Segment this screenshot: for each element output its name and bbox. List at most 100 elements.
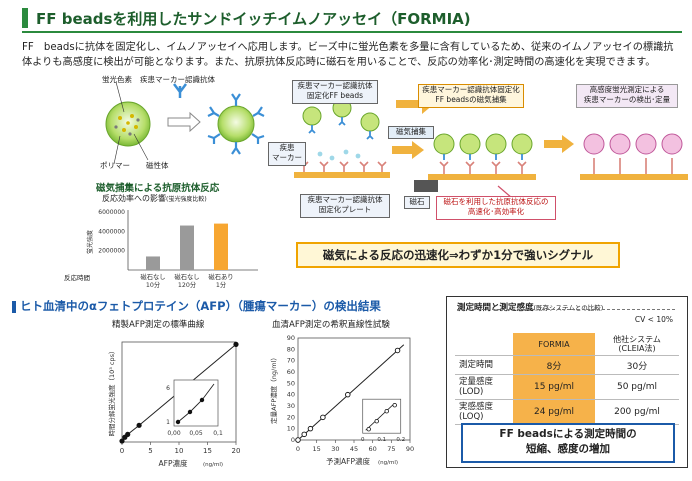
fluor-label: 蛍光色素	[102, 75, 132, 84]
row-header: 測定時間	[455, 355, 513, 375]
y-axis-label: 時間分解蛍光強度（10³ cps）	[107, 347, 116, 436]
bar-chart-subtitle: 反応効率への影響(蛍光強度比較)	[102, 193, 207, 204]
inset-x-tick-label: 0,05	[189, 430, 203, 437]
y-tick-label: 10	[287, 425, 295, 433]
fixed-beads-box: 疾患マーカー認識抗体 固定化FF beads	[292, 80, 378, 104]
x-tick-label: 0	[296, 445, 300, 453]
summary-table: FORMIA 他社システム (CLEIA法) 測定時間 8分 30分 定量感度 (L…	[455, 333, 679, 425]
row-header-line1: 定量感度	[459, 377, 494, 387]
y-tick-label: 70	[287, 357, 295, 365]
magnetic-label: 磁性体	[146, 161, 169, 170]
summary-title-text: 測定時間と測定感度	[457, 303, 534, 313]
x-axis-unit: (ng/ml)	[203, 462, 223, 468]
magnetic-collection-box: 疾患マーカー認識抗体固定化 FF beadsの磁気捕集	[418, 84, 524, 108]
bar-section-title: 磁気捕集による抗原抗体反応	[96, 183, 220, 194]
y-tick-label: 20	[287, 413, 295, 421]
y-tick-label: 40	[287, 391, 295, 399]
plate-box: 疾患マーカー認識抗体 固定化プレート	[300, 194, 390, 218]
x-axis-label: AFP濃度	[159, 458, 188, 468]
inset-line	[365, 402, 395, 431]
y-tick-label: 0	[291, 436, 295, 444]
data-point	[307, 425, 314, 432]
row-header-line1: 測定時間	[459, 360, 494, 370]
arrow-right-icon	[167, 111, 201, 133]
dilution-chart: 0 15 30 45 60 75 90 0 10 20 30 40 50 60 70 80 90 0 0.1 0.2 定…	[269, 334, 414, 466]
data-point	[295, 437, 301, 443]
row-header-line2: (LOD)	[459, 387, 484, 397]
bead-diagram	[105, 81, 265, 165]
inset-x-tick-label: 0.1	[377, 437, 386, 443]
detection-box: 高感度蛍光測定による 疾患マーカーの検出･定量	[576, 84, 678, 108]
inset-y-tick-label: 6	[166, 385, 170, 392]
bar-chart: 600000040000002000000蛍光強度磁石なし10分磁石なし120分…	[86, 209, 258, 289]
x-axis-unit: (ng/ml)	[378, 460, 398, 466]
data-point	[394, 347, 401, 354]
data-point	[136, 422, 142, 428]
x-axis-label: 予測AFP濃度	[326, 456, 370, 466]
antibody-label: 疾患マーカー認識抗体	[140, 75, 215, 84]
inset-y-tick-label: 1	[166, 419, 170, 426]
result-title-marker	[12, 300, 16, 313]
arrow-right-icon	[544, 135, 574, 153]
x-tick-label: 20	[232, 447, 241, 455]
arrow-right-icon	[392, 141, 424, 159]
data-point	[345, 391, 351, 398]
y-tick-label: 50	[287, 379, 295, 387]
inset-point	[384, 408, 389, 414]
y-tick-label: 30	[287, 402, 295, 410]
magnet-collect-label: 磁気捕集	[388, 126, 434, 139]
page-title: FF beadsを利用したサンドイッチイムノアッセイ（FORMIA)	[36, 10, 471, 28]
y-tick-label: 80	[287, 345, 295, 353]
cell-other: 50 pg/ml	[595, 374, 679, 400]
magnet-label: 磁石	[404, 196, 430, 209]
disease-marker-box: 疾患 マーカー	[268, 142, 306, 166]
summary-footer-line2: 短縮、感度の増加	[526, 443, 610, 455]
x-tick-label: 15	[203, 447, 212, 455]
row-header-line2: (LOQ)	[459, 412, 484, 422]
inset-point	[187, 409, 193, 415]
table-row: 実感感度 (LOQ) 24 pg/ml 200 pg/ml	[455, 399, 679, 425]
magnet-icon	[414, 180, 438, 192]
page-header: FF beadsを利用したサンドイッチイムノアッセイ（FORMIA)	[14, 6, 682, 33]
bar-row-label: 反応時間	[64, 274, 90, 282]
summary-footer-line1: FF beadsによる測定時間の	[499, 428, 637, 440]
x-tick-label: 磁石なし	[174, 272, 199, 281]
dilution-title: 血清AFP測定の希釈直線性試験	[272, 320, 390, 330]
polymer-label: ポリマー	[100, 161, 130, 170]
x-tick-label: 磁石あり	[208, 272, 233, 281]
x-tick-label: 45	[350, 445, 358, 453]
summary-footer: FF beadsによる測定時間の 短縮、感度の増加	[461, 423, 675, 463]
y-tick-label: 60	[287, 368, 295, 376]
antibody-bead-icon	[217, 105, 255, 143]
inset-x-tick-label: 0,00	[167, 430, 181, 437]
x-tick-label: 10分	[146, 280, 161, 289]
x-tick-label: 1分	[216, 280, 227, 289]
col-other: 他社システム (CLEIA法)	[595, 333, 679, 356]
data-point	[119, 438, 125, 444]
x-tick-label: 5	[148, 447, 152, 455]
col-other-line2: (CLEIA法)	[618, 344, 656, 353]
plate-icon	[294, 172, 390, 178]
table-row: 定量感度 (LOD) 15 pg/ml 50 pg/ml	[455, 374, 679, 400]
y-tick-label: 2000000	[98, 248, 125, 255]
x-tick-label: 120分	[178, 280, 197, 289]
title-marker	[22, 8, 28, 28]
summary-panel: 測定時間と測定感度(既存システムとの比較) CV < 10% FORMIA 他社…	[446, 296, 688, 468]
inset-line	[177, 383, 215, 423]
table-row: 測定時間 8分 30分	[455, 355, 679, 375]
bar	[214, 223, 228, 270]
inset-point	[374, 418, 379, 424]
inset-point	[175, 419, 181, 425]
summary-title: 測定時間と測定感度(既存システムとの比較)	[457, 301, 603, 313]
inset-point	[366, 426, 371, 432]
inset-x-tick-label: 0,1	[213, 430, 223, 437]
x-tick-label: 15	[313, 445, 321, 453]
standard-curve-chart: 0 5 10 15 20 0,00 0,05 0,1 6 1 時間分解蛍光強度（10³ cps） AF…	[107, 341, 241, 468]
fit-line	[297, 344, 405, 441]
cell-other: 200 pg/ml	[595, 399, 679, 425]
row-header-line1: 実感感度	[459, 402, 494, 412]
assay-flow-diagram	[294, 94, 688, 205]
row-header: 実感感度 (LOQ)	[455, 399, 513, 425]
inset-frame	[173, 379, 219, 427]
x-tick-label: 90	[406, 445, 414, 453]
